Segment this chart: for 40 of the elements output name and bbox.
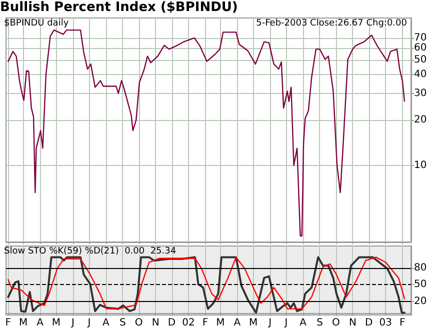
x-tick-label: 02 [182, 318, 195, 328]
x-tick-label: 03 [379, 318, 392, 328]
x-tick-label: A [36, 318, 44, 328]
annotation: 5-Feb-2003 Close:26.67 Chg:0.00 [256, 18, 408, 28]
x-tick-label: D [168, 318, 176, 328]
y-tick-label: 10 [414, 160, 427, 171]
x-tick-label: S [119, 318, 126, 328]
x-tick-label: M [18, 318, 28, 328]
x-tick-label: M [249, 318, 258, 328]
y-tick-label: 40 [414, 69, 427, 80]
x-tick-label: F [5, 318, 12, 328]
x-tick-label: N [152, 318, 160, 328]
x-tick-label: J [86, 318, 91, 328]
x-tick-label: O [332, 318, 340, 328]
x-tick-label: S [316, 318, 323, 328]
x-tick-label: A [102, 318, 110, 328]
annotation: $BPINDU daily [4, 18, 70, 28]
x-tick-label: M [216, 318, 225, 328]
y-tick-label: 60 [414, 42, 427, 54]
y-tick-label: 20 [414, 296, 427, 308]
y-tick-label: 50 [414, 279, 427, 290]
x-tick-label: A [300, 318, 307, 328]
y-tick-label: 70 [414, 32, 427, 44]
x-tick-label: J [268, 318, 272, 328]
x-tick-label: O [134, 318, 143, 328]
x-tick-label: N [348, 318, 356, 328]
x-tick-label: A [234, 318, 241, 328]
x-tick-label: F [399, 318, 406, 328]
x-tick-label: F [202, 318, 208, 328]
annotation: Slow STO %K(59) %D(21) 0.00 25.34 [4, 246, 176, 256]
y-tick-label: 80 [414, 262, 427, 274]
y-tick-label: 50 [414, 54, 427, 66]
x-tick-label: J [284, 318, 288, 328]
x-tick-label: D [365, 318, 374, 328]
x-tick-label: M [52, 318, 61, 328]
x-tick-label: J [70, 318, 74, 328]
chart-title: Bullish Percent Index ($BPINDU) [0, 0, 238, 15]
y-tick-label: 20 [414, 114, 427, 126]
line-series [8, 29, 406, 237]
y-tick-label: 30 [414, 88, 427, 99]
